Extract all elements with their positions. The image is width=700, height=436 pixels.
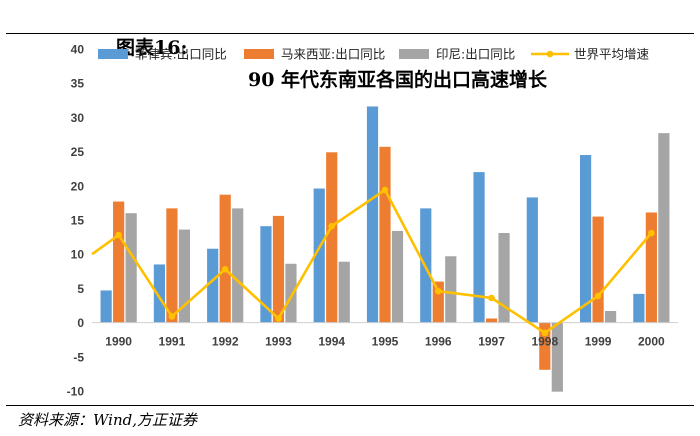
legend-swatch xyxy=(98,49,128,59)
bar xyxy=(445,256,457,323)
legend-swatch xyxy=(244,49,274,59)
bottom-rule xyxy=(6,405,694,406)
line-point xyxy=(328,222,336,230)
x-tick-label: 1995 xyxy=(372,335,399,349)
line-point xyxy=(275,315,282,322)
bar xyxy=(178,229,191,323)
bar xyxy=(153,264,166,323)
x-tick-label: 1998 xyxy=(531,335,558,349)
bar xyxy=(285,263,297,323)
bar xyxy=(539,322,551,370)
line-point xyxy=(115,231,122,239)
y-tick-label: -5 xyxy=(73,350,84,364)
y-tick-label: 5 xyxy=(77,282,84,296)
x-tick-label: 1996 xyxy=(425,335,452,349)
y-tick-label: 25 xyxy=(71,145,85,159)
bar xyxy=(338,261,350,323)
x-tick-label: 1990 xyxy=(105,335,132,349)
x-tick-label: 1997 xyxy=(478,335,505,349)
bar xyxy=(526,197,538,323)
figure-title-text: 90 年代东南亚各国的出口高速增长 xyxy=(248,69,548,91)
y-tick-label: 35 xyxy=(71,77,85,91)
x-tick-label: 1991 xyxy=(159,335,186,349)
bar xyxy=(260,226,272,323)
x-tick-label: 1993 xyxy=(265,335,292,349)
bar xyxy=(391,230,404,323)
figure-title: 图表16: 90 年代东南亚各国的出口高速增长 xyxy=(0,0,700,91)
line-point xyxy=(381,186,389,194)
x-tick-label: 1992 xyxy=(212,335,239,349)
bar xyxy=(100,290,112,323)
bar xyxy=(166,208,178,323)
bar xyxy=(473,172,485,323)
bar xyxy=(498,232,510,323)
bar xyxy=(219,194,231,323)
bar xyxy=(379,146,391,323)
legend-label: 世界平均增速 xyxy=(574,47,650,62)
y-tick-label: 0 xyxy=(77,316,84,330)
bar xyxy=(604,310,617,323)
figure-label: 图表16: xyxy=(116,37,188,59)
series-line xyxy=(91,188,653,335)
bar xyxy=(125,213,137,323)
bar xyxy=(658,133,670,323)
line-point xyxy=(221,265,229,273)
line-point xyxy=(594,292,602,300)
bar xyxy=(207,248,219,323)
bar xyxy=(579,155,592,323)
bar xyxy=(366,106,379,323)
line-point xyxy=(648,229,655,237)
bar xyxy=(272,215,285,323)
bar-line-chart: -10 -5 0 5 10 15 20 25 30 35 40 1990 1991 1992 1993 199… xyxy=(67,43,678,399)
y-tick-label: 20 xyxy=(71,179,85,193)
legend-marker xyxy=(546,50,554,58)
bar xyxy=(633,293,645,323)
bar xyxy=(313,188,325,323)
line-point xyxy=(541,329,549,337)
y-tick-label: 30 xyxy=(71,111,85,125)
bar xyxy=(645,212,657,323)
bar xyxy=(232,208,244,323)
y-tick-label: 10 xyxy=(71,248,85,262)
legend-swatch xyxy=(399,49,429,59)
bar xyxy=(551,322,563,392)
line-point xyxy=(434,287,442,295)
y-tick-label: -10 xyxy=(67,385,85,399)
source-note: 资料来源：Wind,方正证券 xyxy=(18,411,197,429)
y-tick-label: 15 xyxy=(71,214,85,228)
legend-label: 菲律宾:出口同比 xyxy=(135,47,227,62)
legend-label: 马来西亚:出口同比 xyxy=(281,47,385,62)
x-tick-label: 1994 xyxy=(318,335,345,349)
top-rule xyxy=(6,33,694,34)
bar xyxy=(485,318,498,323)
y-tick-label: 40 xyxy=(71,43,85,57)
line-point xyxy=(488,294,495,302)
x-tick-label: 1999 xyxy=(585,335,612,349)
legend-label: 印尼:出口同比 xyxy=(436,47,515,62)
line-point xyxy=(168,313,176,320)
bar xyxy=(432,281,444,323)
bar xyxy=(592,216,604,323)
bar xyxy=(113,201,125,323)
bar xyxy=(326,152,338,323)
x-tick-label: 2000 xyxy=(638,335,665,349)
